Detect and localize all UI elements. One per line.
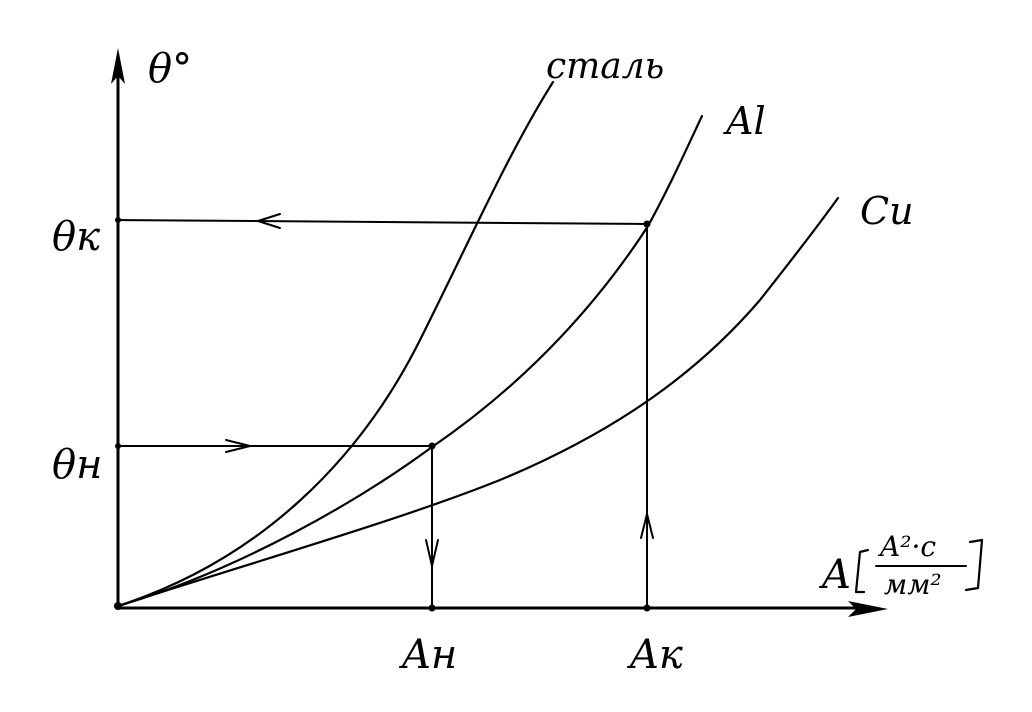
x-axis-arrow <box>848 601 888 617</box>
x-unit-bracket-right <box>964 538 984 592</box>
curve-label-aluminium: Al <box>723 99 766 143</box>
labels: θ° сталь Al Cu θк θн Aн Aк A A²·c мм² <box>52 46 984 678</box>
x-axis-label: A <box>818 552 851 598</box>
theta-k-label: θк <box>52 214 100 260</box>
x-unit-bracket-left <box>854 548 870 594</box>
theta-n-label: θн <box>52 442 102 488</box>
axes <box>111 48 888 617</box>
curve-copper <box>116 196 840 608</box>
a-n-label: Aн <box>398 632 457 678</box>
curves <box>116 80 840 608</box>
point-n <box>428 442 436 450</box>
y-axis-label: θ° <box>148 46 192 92</box>
theta-n-arrow <box>225 439 251 453</box>
curve-steel <box>116 80 555 608</box>
theta-k-line <box>117 219 648 225</box>
point-a-k <box>643 604 651 612</box>
a-k-arrow <box>640 513 654 539</box>
x-unit-numerator: A²·c <box>877 530 936 563</box>
curve-label-copper: Cu <box>860 189 914 233</box>
a-n-arrow <box>425 539 439 567</box>
curve-label-steel: сталь <box>546 46 664 87</box>
point-theta-n <box>115 443 121 449</box>
y-axis-arrow <box>111 48 125 84</box>
x-unit-denominator: мм² <box>884 568 942 601</box>
origin-point <box>114 602 122 610</box>
points <box>114 217 651 612</box>
point-theta-k <box>115 217 121 223</box>
curve-aluminium <box>116 114 704 608</box>
point-a-n <box>428 604 436 612</box>
point-k <box>643 220 651 228</box>
theta-k-arrow <box>257 213 281 229</box>
construction-lines <box>117 213 654 609</box>
a-k-label: Aк <box>626 632 683 678</box>
